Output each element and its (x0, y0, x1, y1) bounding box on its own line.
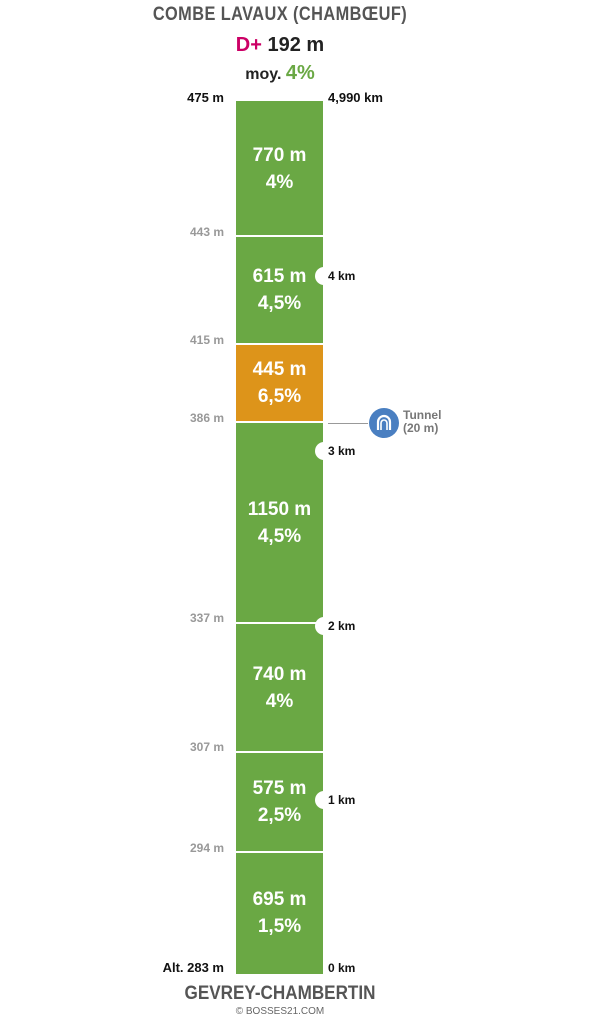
segment-length: 695 m (252, 889, 307, 910)
dplus-label: D+ (235, 34, 262, 56)
tunnel-icon (369, 408, 399, 438)
average-grade: moy. 4% (0, 62, 560, 85)
altitude-label: 337 m (189, 611, 224, 625)
km-marker-notch (315, 442, 333, 460)
segment-divider (236, 851, 323, 853)
altitude-label: 443 m (189, 225, 224, 239)
segment-divider (236, 235, 323, 237)
segment-length: 770 m (252, 144, 307, 166)
segment-divider (236, 751, 323, 753)
segment-grade: 2,5% (257, 805, 302, 826)
km-marker-notch (315, 267, 333, 285)
segment-length: 445 m (252, 359, 307, 380)
altitude-label: 386 m (189, 411, 224, 425)
segment-length: 615 m (252, 266, 307, 287)
km-marker: 3 km (328, 444, 356, 458)
segment-5: 740 m 4% (236, 623, 323, 752)
segment-grade: 4,5% (257, 293, 302, 314)
elevation-gain: D+ 192 m (0, 34, 560, 57)
segment-grade: 4% (265, 171, 294, 193)
km-marker: 1 km (328, 793, 356, 807)
climb-profile-bar: 770 m 4% 615 m 4,5% 445 m 6,5% 1150 m 4,… (236, 101, 323, 974)
climb-title: COMBE LAVAUX (CHAMBŒUF) (152, 4, 408, 25)
segment-3: 445 m 6,5% (236, 344, 323, 422)
total-distance: 4,990 km (328, 90, 383, 105)
segment-divider (236, 343, 323, 345)
km-marker: 0 km (328, 961, 356, 975)
km-marker: 4 km (328, 269, 356, 283)
tunnel-label-line1: Tunnel (403, 408, 442, 422)
altitude-label: 294 m (189, 841, 224, 855)
segment-length: 1150 m (247, 498, 312, 520)
tunnel-label: Tunnel (20 m) (403, 409, 441, 435)
segment-divider (236, 421, 323, 423)
segment-length: 740 m (252, 663, 307, 685)
segment-4: 1150 m 4,5% (236, 422, 323, 623)
altitude-label: 415 m (189, 333, 224, 347)
km-marker-notch (315, 791, 333, 809)
base-altitude: Alt. 283 m (162, 960, 224, 975)
avg-value: 4% (285, 62, 315, 84)
segment-grade: 4% (265, 690, 294, 712)
segment-2: 615 m 4,5% (236, 236, 323, 344)
segment-grade: 4,5% (257, 525, 302, 547)
segment-6: 575 m 2,5% (236, 752, 323, 852)
summit-altitude: 475 m (187, 90, 224, 105)
segment-1: 770 m 4% (236, 101, 323, 236)
tunnel-leader-line (328, 423, 368, 424)
dplus-value: 192 m (267, 34, 325, 56)
start-location: GEVREY-CHAMBERTIN (184, 983, 376, 1004)
segment-grade: 6,5% (257, 386, 302, 407)
segment-divider (236, 622, 323, 624)
segment-length: 575 m (252, 778, 307, 799)
avg-label: moy. (245, 66, 282, 83)
tunnel-label-line2: (20 m) (403, 421, 439, 435)
km-marker: 2 km (328, 619, 356, 633)
altitude-label: 307 m (189, 740, 224, 754)
km-marker-notch (315, 617, 333, 635)
credit: © BOSSES21.COM (235, 1006, 325, 1017)
segment-7: 695 m 1,5% (236, 852, 323, 974)
segment-grade: 1,5% (257, 916, 302, 937)
